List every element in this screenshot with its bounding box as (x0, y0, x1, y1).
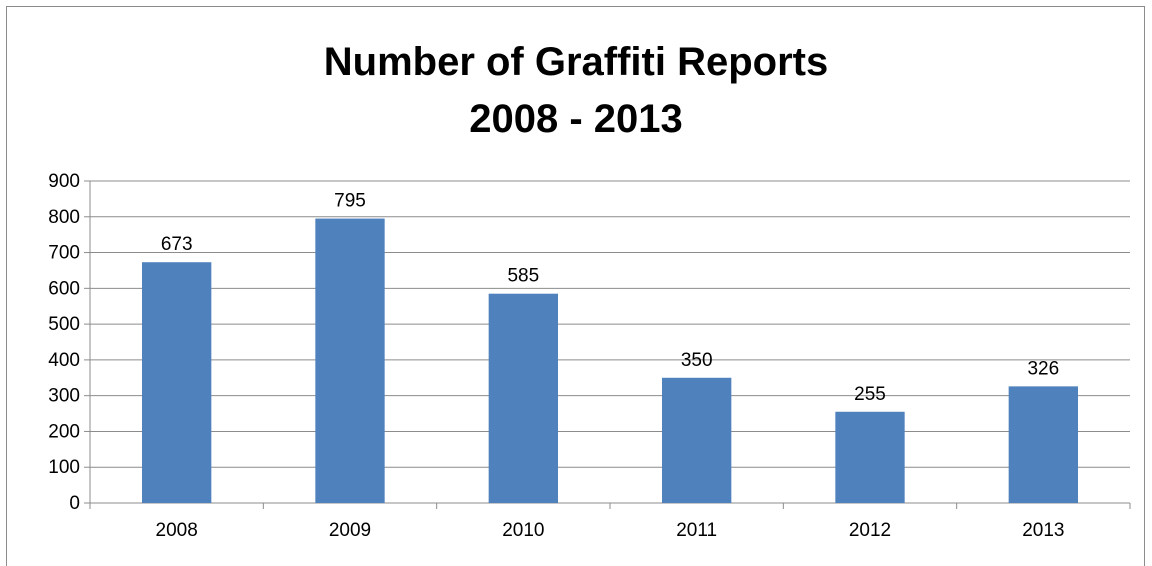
bar-2011 (662, 377, 732, 503)
y-tick-label: 900 (48, 171, 80, 192)
data-label-2009: 795 (334, 191, 366, 212)
data-label-2011: 350 (681, 350, 713, 371)
bar-2008 (142, 262, 212, 503)
data-label-2008: 673 (161, 234, 193, 255)
y-tick-label: 700 (48, 243, 80, 264)
data-label-2010: 585 (507, 266, 539, 287)
x-tick-label-2011: 2011 (676, 520, 717, 541)
y-tick-label: 0 (69, 493, 80, 514)
x-tick-label-2009: 2009 (329, 520, 371, 541)
y-tick-label: 200 (48, 421, 80, 442)
y-tick-label: 500 (48, 314, 80, 335)
y-tick-label: 800 (48, 207, 80, 228)
bars (142, 218, 1078, 504)
y-tick-label: 600 (48, 278, 80, 299)
y-tick-label: 300 (48, 386, 80, 407)
y-tick-label: 400 (48, 350, 80, 371)
x-tick-label-2008: 2008 (156, 520, 198, 541)
x-tick-label-2012: 2012 (849, 520, 891, 541)
x-tick-label-2010: 2010 (502, 520, 544, 541)
bar-2012 (835, 411, 905, 503)
bar-2009 (315, 218, 385, 504)
x-axis: 2008 2009 2010 2011 2012 2013 (89, 502, 1131, 541)
bar-2013 (1008, 386, 1078, 503)
chart-title-line-1: Number of Graffiti Reports (323, 40, 829, 84)
x-tick-label-2013: 2013 (1022, 520, 1064, 541)
chart-title: Number of Graffiti Reports 2008 - 2013 (0, 34, 1152, 148)
gridlines (90, 180, 1130, 468)
data-labels: 673 795 585 350 255 326 (161, 191, 1059, 405)
data-label-2012: 255 (854, 384, 886, 405)
data-label-2013: 326 (1027, 358, 1059, 379)
y-tick-label: 100 (48, 457, 80, 478)
bar-2010 (488, 293, 558, 503)
chart-title-line-2: 2008 - 2013 (469, 97, 683, 141)
y-axis: 0 100 200 300 400 500 600 700 800 900 (48, 171, 91, 514)
